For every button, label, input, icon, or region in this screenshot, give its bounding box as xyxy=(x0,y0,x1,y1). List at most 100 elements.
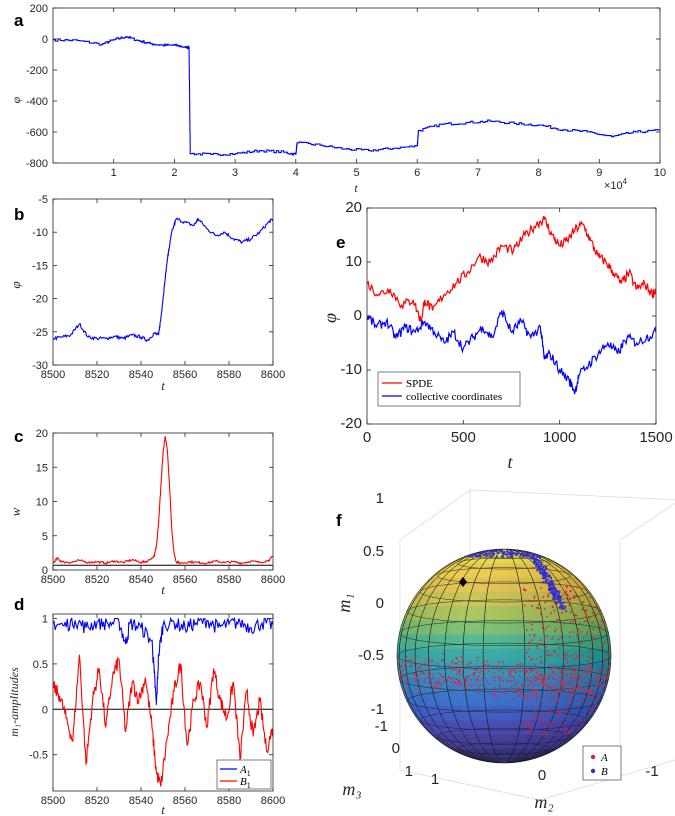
f-longitude xyxy=(462,549,546,763)
f-point-A xyxy=(405,665,408,668)
f-point-A xyxy=(547,722,549,724)
f-point-A xyxy=(558,618,561,621)
f-point-A xyxy=(404,662,407,665)
f-point-A xyxy=(441,653,444,655)
f-point-A xyxy=(455,673,458,675)
ytick-label-a: -400 xyxy=(26,96,48,108)
f-point-B xyxy=(486,553,489,556)
f-point-A xyxy=(575,688,578,690)
f-point-A xyxy=(558,638,560,641)
f-point-A xyxy=(542,717,545,719)
f-point-A xyxy=(592,628,594,630)
f-point-A xyxy=(448,676,450,679)
f-point-A xyxy=(429,660,432,663)
f-point-B xyxy=(555,555,558,558)
f-legend xyxy=(582,745,622,781)
f-point-A xyxy=(577,678,580,680)
f-point-A xyxy=(603,704,606,707)
f-point-A xyxy=(590,697,593,699)
f-point-A xyxy=(448,665,450,668)
f-point-B xyxy=(553,554,556,557)
f-point-B xyxy=(539,563,542,565)
f-point-A xyxy=(575,657,578,659)
f-point-A xyxy=(530,680,533,682)
frame-a xyxy=(52,7,661,164)
f-point-B xyxy=(533,557,536,560)
f-point-A xyxy=(607,607,609,610)
f-point-A xyxy=(510,675,513,678)
f-point-A xyxy=(528,655,530,658)
f-point-B xyxy=(553,554,556,557)
xtick-label-a: 4 xyxy=(293,167,299,179)
f-point-A xyxy=(573,668,576,670)
f-point-A xyxy=(580,666,583,669)
series-b-0 xyxy=(53,217,273,343)
f-point-A xyxy=(432,683,435,685)
f-point-B xyxy=(464,551,467,554)
f-point-A xyxy=(595,695,598,698)
f-point-B xyxy=(552,555,555,558)
f-point-A xyxy=(581,720,583,722)
f-point-A xyxy=(454,662,457,665)
f-point-A xyxy=(545,627,547,629)
f-point-A xyxy=(573,698,576,701)
ytick-label-b: -30 xyxy=(32,360,48,372)
f-point-B xyxy=(537,561,540,564)
f-point-A xyxy=(598,595,600,598)
f-point-A xyxy=(436,666,439,669)
f-point-A xyxy=(563,679,565,681)
f-point-A xyxy=(590,657,592,659)
xtick-label-c: 8580 xyxy=(217,574,241,586)
f-point-A xyxy=(572,620,574,622)
f-point-B xyxy=(547,551,549,554)
f-point-A xyxy=(543,639,546,642)
f-point-A xyxy=(491,675,494,678)
f-point-A xyxy=(515,670,517,673)
f-point-A xyxy=(552,635,555,638)
f-point-B xyxy=(543,550,546,553)
f-point-A xyxy=(537,647,539,650)
f-point-A xyxy=(553,685,556,688)
f-point-B xyxy=(555,589,558,592)
f-point-A xyxy=(574,670,576,672)
f-point-A xyxy=(437,672,440,675)
f-point-B xyxy=(553,596,556,599)
ytick-label-d: 0.5 xyxy=(33,659,48,671)
f-point-A xyxy=(557,698,560,701)
f-point-A xyxy=(597,676,600,678)
f-point-A xyxy=(558,711,561,714)
f-point-A xyxy=(514,683,517,686)
f-m2-tick-label: 0 xyxy=(538,767,546,784)
a-ylabel: φ xyxy=(9,96,23,103)
f-point-B xyxy=(454,553,457,556)
f-point-B xyxy=(541,553,544,556)
f-point-B xyxy=(526,552,529,555)
f-point-A xyxy=(532,694,534,697)
f-point-A xyxy=(548,675,551,677)
f-point-A xyxy=(546,677,549,680)
f-point-A xyxy=(442,675,445,678)
f-point-A xyxy=(553,729,555,731)
f-point-A xyxy=(554,677,557,680)
f-point-A xyxy=(598,686,601,689)
f-point-A xyxy=(585,663,588,666)
f-point-A xyxy=(433,675,436,678)
f-point-A xyxy=(529,684,532,686)
f-point-B xyxy=(549,589,552,592)
f-point-A xyxy=(569,687,572,690)
f-point-B xyxy=(547,578,550,581)
f-point-B xyxy=(537,555,540,558)
f-point-A xyxy=(585,619,588,622)
f-point-A xyxy=(435,686,437,688)
series-d-a1 xyxy=(53,616,273,705)
f-point-A xyxy=(589,689,591,691)
f-m1-tick-label: -1 xyxy=(371,701,384,718)
f-point-A xyxy=(530,669,532,672)
f-point-A xyxy=(553,651,556,654)
f-point-A xyxy=(545,691,548,694)
f-point-A xyxy=(455,656,458,659)
f-point-B xyxy=(533,562,536,565)
f-point-A xyxy=(599,625,602,628)
f-point-A xyxy=(600,619,603,622)
